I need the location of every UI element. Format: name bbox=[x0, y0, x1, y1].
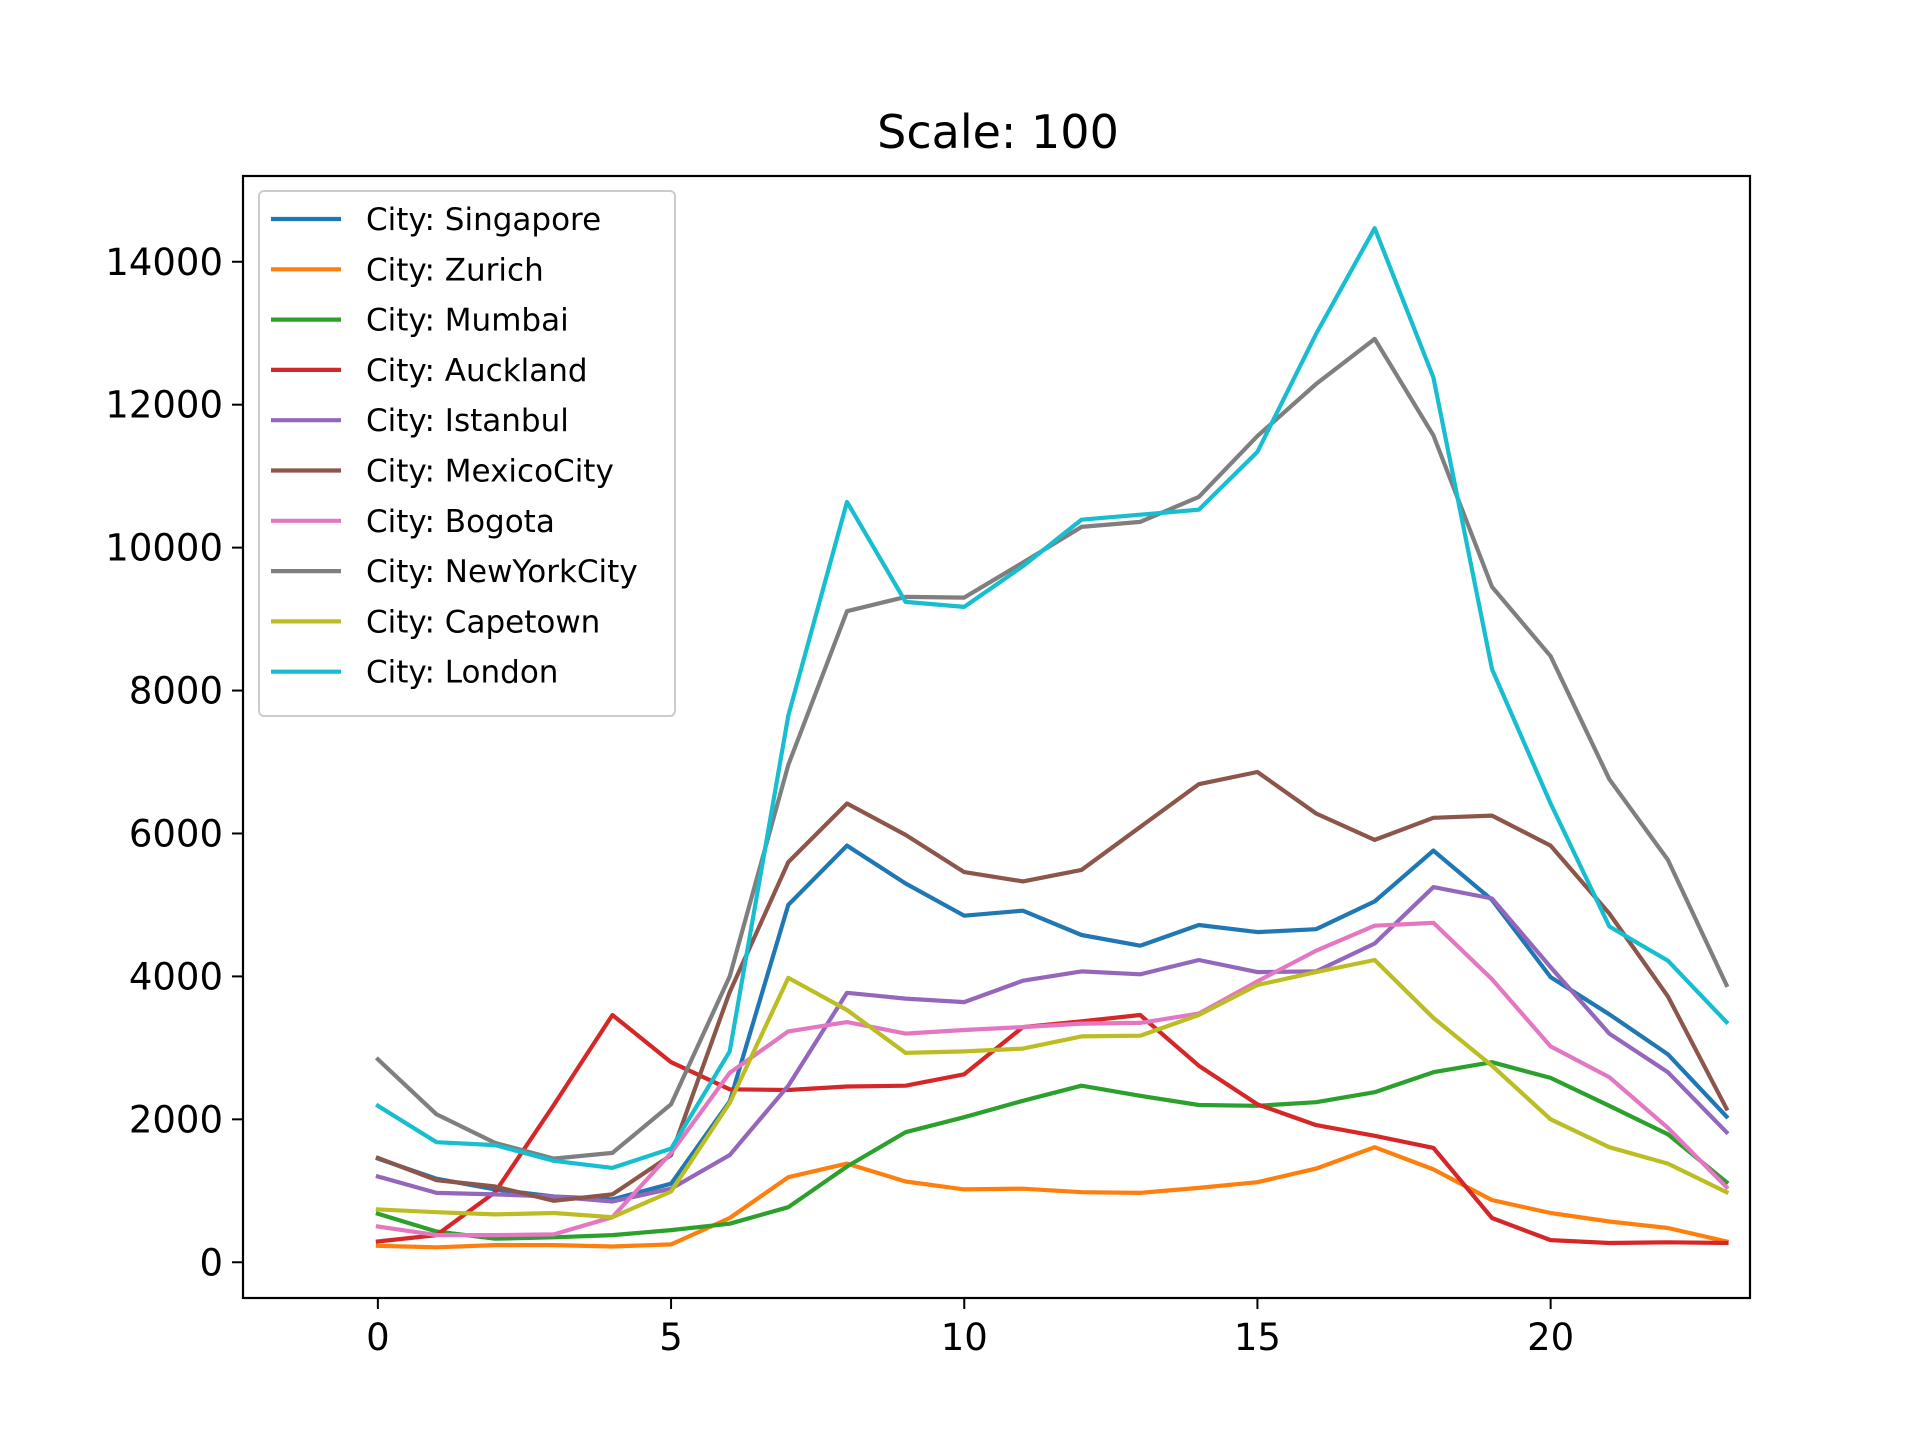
y-tick-label: 8000 bbox=[129, 670, 223, 713]
legend-label-newyorkcity: City: NewYorkCity bbox=[366, 554, 638, 590]
x-tick-label: 5 bbox=[659, 1316, 683, 1359]
legend-box bbox=[258, 190, 676, 717]
legend-label-bogota: City: Bogota bbox=[366, 504, 555, 540]
series-line-capetown bbox=[375, 957, 1730, 1220]
series-line-istanbul bbox=[375, 884, 1730, 1204]
legend-label-singapore: City: Singapore bbox=[366, 202, 601, 238]
legend-label-auckland: City: Auckland bbox=[366, 353, 588, 389]
series-line-mexicocity bbox=[375, 769, 1730, 1203]
legend-label-istanbul: City: Istanbul bbox=[366, 403, 569, 439]
y-tick-label: 0 bbox=[199, 1241, 223, 1284]
x-tick-label: 15 bbox=[1234, 1316, 1281, 1359]
series-line-mumbai bbox=[375, 1060, 1730, 1241]
y-tick-label: 10000 bbox=[105, 527, 223, 570]
y-tick-label: 4000 bbox=[129, 955, 223, 998]
y-tick-label: 6000 bbox=[129, 812, 223, 855]
chart-title: Scale: 100 bbox=[877, 105, 1119, 159]
x-tick-label: 10 bbox=[941, 1316, 988, 1359]
series-line-bogota bbox=[375, 920, 1730, 1238]
legend-label-london: City: London bbox=[366, 655, 558, 691]
y-tick-label: 2000 bbox=[129, 1098, 223, 1141]
y-tick-label: 12000 bbox=[105, 384, 223, 427]
x-tick-label: 20 bbox=[1527, 1316, 1574, 1359]
legend-label-zurich: City: Zurich bbox=[366, 252, 544, 288]
legend-label-capetown: City: Capetown bbox=[366, 604, 600, 640]
axes-frame bbox=[241, 174, 1752, 1300]
y-tick-label: 14000 bbox=[105, 241, 223, 284]
plot-area: 0 5 10 15 20 0 2000 4000 6000 8000 10000 12000 14000… bbox=[105, 174, 1752, 1359]
legend-label-mexicocity: City: MexicoCity bbox=[366, 454, 614, 490]
x-tick-label: 0 bbox=[366, 1316, 390, 1359]
series-line-london bbox=[375, 226, 1730, 1171]
series-line-zurich bbox=[375, 1145, 1730, 1250]
legend-label-mumbai: City: Mumbai bbox=[366, 303, 569, 339]
